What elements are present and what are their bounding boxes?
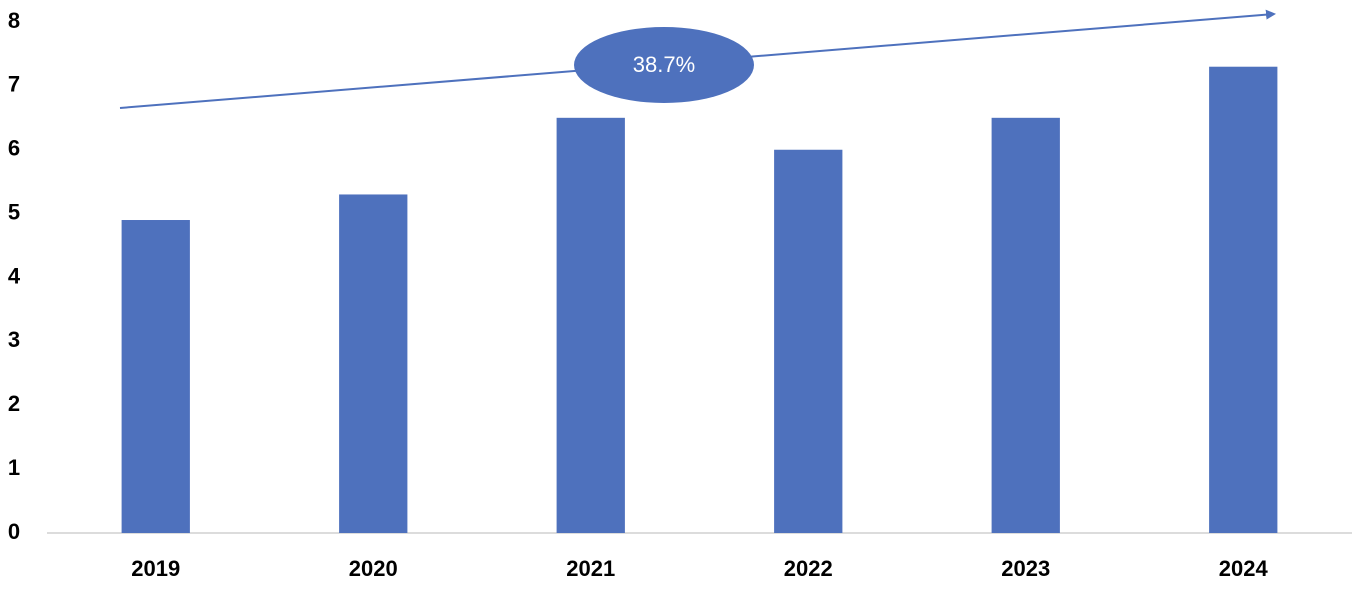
y-tick-label: 8 — [8, 8, 20, 33]
x-tick-label: 2022 — [784, 556, 833, 581]
bar — [556, 117, 625, 533]
y-tick-label: 6 — [8, 136, 20, 161]
annotation: 38.7% — [633, 52, 695, 77]
y-tick-label: 7 — [8, 72, 20, 97]
x-tick-label: 2023 — [1001, 556, 1050, 581]
y-tick-label: 0 — [8, 519, 20, 544]
x-tick-label: 2021 — [566, 556, 615, 581]
x-tick-label: 2024 — [1219, 556, 1269, 581]
y-tick-label: 5 — [8, 199, 20, 224]
y-tick-label: 3 — [8, 327, 20, 352]
bar — [1209, 66, 1278, 534]
bar — [339, 194, 408, 533]
y-tick-label: 1 — [8, 455, 20, 480]
y-tick-label: 4 — [8, 263, 21, 288]
bar — [774, 149, 843, 533]
bar — [121, 220, 190, 533]
x-tick-label: 2020 — [349, 556, 398, 581]
plot-area: 0 1 2 3 4 5 6 7 8 2019 2020 2021 2022 2023 2024 — [8, 8, 1352, 581]
x-tick-label: 2019 — [131, 556, 180, 581]
annotation-bubble — [574, 27, 754, 103]
bar — [991, 117, 1060, 533]
y-tick-label: 2 — [8, 391, 20, 416]
